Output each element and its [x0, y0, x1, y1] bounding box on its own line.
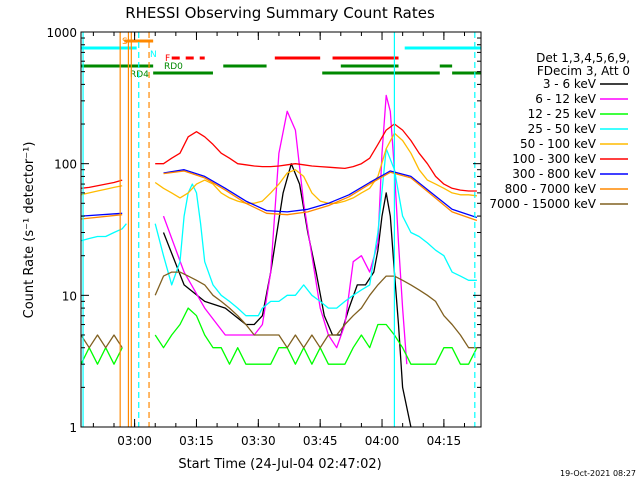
- status-label-f: F: [165, 54, 170, 64]
- legend-label-3: 25 - 50 keV: [528, 122, 597, 136]
- y-axis-label: Count Rate (s⁻¹ detector⁻¹): [22, 142, 37, 319]
- y-tick-label-2: 100: [54, 158, 77, 172]
- x-axis-label: Start Time (24-Jul-04 02:47:02): [178, 457, 381, 472]
- status-label-n: N: [150, 50, 157, 60]
- x-tick-label-3: 03:45: [303, 434, 338, 448]
- legend: Det 1,3,4,5,6,9,FDecim 3, Att 03 - 6 keV…: [489, 51, 630, 211]
- series-line-7: [80, 170, 478, 222]
- legend-label-0: 3 - 6 keV: [543, 77, 597, 91]
- legend-header-1: FDecim 3, Att 0: [537, 64, 630, 78]
- plot-area-frame: [80, 31, 482, 428]
- x-tick-label-2: 03:30: [241, 434, 276, 448]
- x-tick-label-1: 03:15: [179, 434, 214, 448]
- series-line-5: [80, 123, 477, 192]
- series-line-0: [162, 163, 412, 428]
- series-line-8: [80, 271, 477, 349]
- y-tick-label-3: 1000: [46, 26, 77, 40]
- legend-label-2: 12 - 25 keV: [528, 107, 597, 121]
- series-line-1: [162, 94, 408, 365]
- legend-label-8: 7000 - 15000 keV: [489, 197, 596, 211]
- legend-label-5: 100 - 300 keV: [512, 152, 596, 166]
- legend-label-7: 800 - 7000 keV: [505, 182, 597, 196]
- status-label-rd0: RD0: [164, 62, 183, 72]
- generated-timestamp: 19-Oct-2021 08:27: [560, 469, 636, 478]
- y-tick-label-0: 1: [69, 421, 77, 435]
- legend-label-1: 6 - 12 keV: [535, 92, 597, 106]
- chart-title: RHESSI Observing Summary Count Rates: [125, 4, 435, 22]
- x-tick-label-4: 04:00: [365, 434, 400, 448]
- series-line-4: [80, 132, 477, 204]
- series-line-2: [80, 307, 478, 365]
- legend-label-6: 300 - 800 keV: [512, 167, 596, 181]
- x-tick-label-0: 03:00: [117, 434, 152, 448]
- x-tick-label-5: 04:15: [427, 434, 462, 448]
- legend-label-4: 50 - 100 keV: [520, 137, 597, 151]
- status-label-rd4: RD4: [130, 70, 149, 80]
- legend-header-0: Det 1,3,4,5,6,9,: [536, 51, 630, 65]
- status-label-s: S: [122, 37, 128, 47]
- series-line-3: [80, 148, 477, 317]
- series-line-6: [80, 169, 478, 219]
- y-tick-label-1: 10: [62, 289, 77, 303]
